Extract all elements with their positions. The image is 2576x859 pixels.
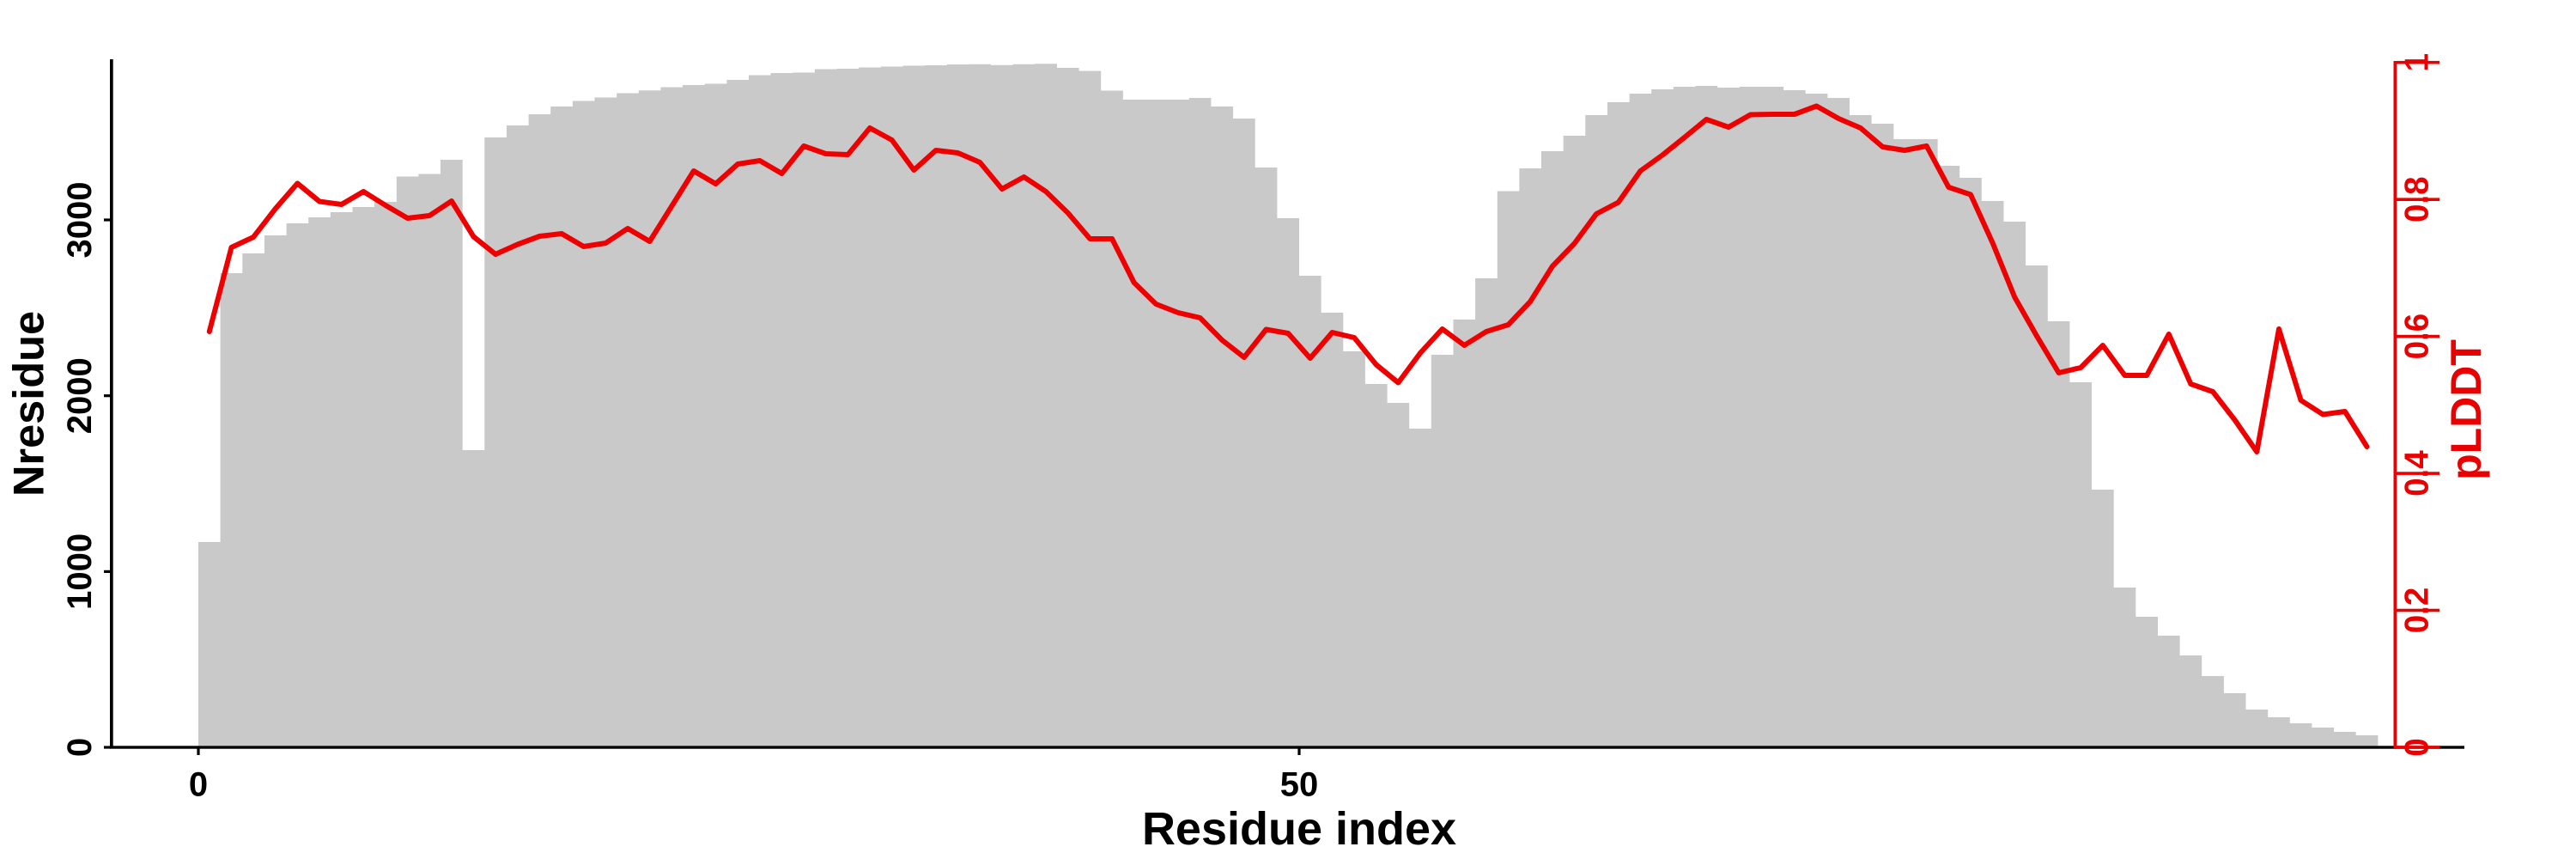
svg-text:0.6: 0.6: [2399, 314, 2436, 360]
svg-text:0: 0: [61, 738, 99, 757]
svg-text:0: 0: [2399, 738, 2436, 756]
svg-text:0.8: 0.8: [2399, 176, 2436, 222]
svg-text:Residue index: Residue index: [1142, 803, 1456, 855]
svg-text:0: 0: [189, 766, 208, 804]
svg-text:50: 50: [1280, 766, 1319, 804]
svg-text:1: 1: [2399, 53, 2436, 71]
svg-text:3000: 3000: [61, 182, 99, 259]
svg-text:1000: 1000: [61, 533, 99, 610]
svg-text:0.2: 0.2: [2399, 588, 2436, 634]
svg-text:2000: 2000: [61, 357, 99, 434]
svg-text:0.4: 0.4: [2399, 450, 2436, 497]
svg-text:pLDDT: pLDDT: [2442, 339, 2490, 480]
svg-text:Nresidue: Nresidue: [4, 311, 53, 497]
